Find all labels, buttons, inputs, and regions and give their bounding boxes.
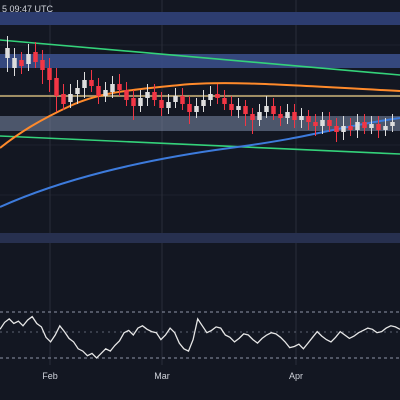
candle-body	[5, 48, 10, 58]
candle-body	[236, 106, 241, 110]
candle-body	[320, 120, 325, 126]
candle-body	[12, 58, 17, 68]
candle-body	[89, 80, 94, 86]
candle-body	[341, 126, 346, 132]
resistance-zone	[0, 54, 400, 68]
candle-body	[201, 100, 206, 106]
candle-body	[19, 60, 24, 66]
candle-body	[173, 96, 178, 102]
candle-body	[33, 52, 38, 62]
candle-body	[313, 122, 318, 126]
candle-body	[355, 122, 360, 130]
candle-body	[376, 124, 381, 130]
x-tick-label: Apr	[289, 371, 303, 381]
candle-body	[362, 122, 367, 128]
candle-body	[229, 104, 234, 110]
candle-body	[327, 120, 332, 126]
candle-body	[285, 112, 290, 118]
rsi-line	[0, 315, 400, 359]
candle-body	[271, 106, 276, 114]
candle-body	[222, 98, 227, 104]
candle-body	[110, 84, 115, 92]
channel-upper-line	[0, 39, 400, 76]
x-tick-label: Mar	[154, 371, 170, 381]
x-tick-label: Feb	[42, 371, 58, 381]
candle-body	[187, 104, 192, 112]
candle-body	[348, 126, 353, 130]
candle-body	[215, 94, 220, 98]
candle-body	[166, 102, 171, 108]
candle-body	[208, 94, 213, 100]
candle-body	[68, 94, 73, 102]
candle-body	[334, 126, 339, 132]
time-axis-bar	[0, 365, 400, 400]
candle-body	[194, 106, 199, 112]
candle-body	[278, 114, 283, 118]
candle-body	[257, 112, 262, 120]
candles-layer	[5, 36, 395, 142]
indicator-separator	[0, 233, 400, 243]
candle-body	[159, 100, 164, 108]
x-axis-ticks: Feb Mar Apr	[42, 371, 303, 381]
candle-body	[96, 86, 101, 96]
candle-body	[131, 98, 136, 106]
candle-body	[180, 96, 185, 104]
candle-body	[292, 112, 297, 120]
candle-body	[306, 116, 311, 122]
candle-body	[47, 68, 52, 80]
chart-timestamp: 5 09:47 UTC	[2, 4, 54, 14]
candle-body	[103, 90, 108, 96]
candle-body	[117, 84, 122, 90]
channel-lower-line	[0, 135, 400, 155]
candle-body	[40, 60, 45, 70]
candle-body	[54, 78, 59, 96]
resistance-zone-top	[0, 12, 400, 25]
candle-body	[369, 124, 374, 128]
candle-body	[138, 98, 143, 106]
candle-body	[124, 90, 129, 100]
candle-body	[243, 106, 248, 114]
candle-body	[61, 94, 66, 104]
candle-body	[250, 114, 255, 120]
candle-body	[383, 126, 388, 130]
candle-body	[390, 122, 395, 126]
candle-body	[299, 116, 304, 120]
candle-body	[145, 92, 150, 98]
candle-body	[75, 88, 80, 94]
candle-body	[264, 106, 269, 112]
candle-body	[26, 54, 31, 64]
candle-body	[152, 92, 157, 100]
candle-body	[82, 80, 87, 88]
ma-short-line	[0, 82, 400, 149]
